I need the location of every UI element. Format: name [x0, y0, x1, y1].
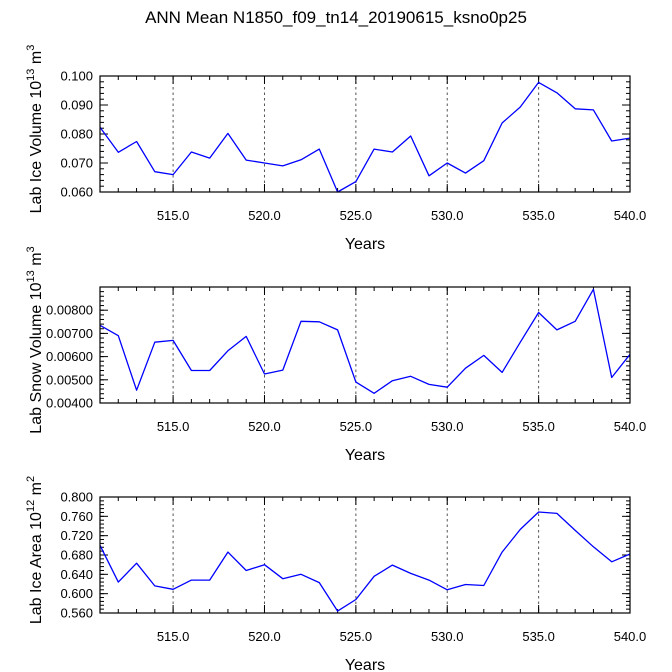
x-tick-label: 515.0 [157, 629, 190, 644]
x-axis-title: Years [345, 236, 385, 253]
y-tick-label: 0.00700 [46, 326, 93, 341]
x-tick-label: 520.0 [248, 208, 281, 223]
y-axis-title-text: Lab Ice Volume 10 [28, 81, 45, 214]
y-axis-title-superscript: 12 [25, 500, 37, 512]
x-tick-label: 540.0 [614, 419, 647, 434]
y-axis-title-superscript: 2 [25, 476, 37, 482]
y-tick-label: 0.080 [60, 127, 93, 142]
x-tick-label: 530.0 [431, 208, 464, 223]
y-tick-label: 0.090 [60, 98, 93, 113]
y-axis-title: Lab Ice Area 1012 m2 [25, 476, 45, 624]
y-tick-label: 0.760 [60, 509, 93, 524]
y-axis-title-superscript: 3 [25, 246, 37, 252]
y-tick-label: 0.00800 [46, 303, 93, 318]
y-axis-title-superscript: 13 [25, 69, 37, 81]
y-tick-label: 0.600 [60, 586, 93, 601]
y-tick-label: 0.00500 [46, 372, 93, 387]
y-tick-label: 0.00600 [46, 349, 93, 364]
chart-panel-2: 515.0 520.0 525.0 530.0 535.0 540.0 0.00400 0.0… [25, 246, 646, 464]
x-tick-label: 515.0 [157, 208, 190, 223]
y-axis-title: Lab Snow Volume 1013 m3 [25, 246, 45, 433]
y-axis-title-text: Lab Ice Area 10 [28, 512, 45, 624]
y-tick-label: 0.00400 [46, 396, 93, 411]
plot-frame [99, 75, 631, 193]
x-tick-label: 530.0 [431, 629, 464, 644]
y-axis-title-text: Lab Snow Volume 10 [28, 282, 45, 433]
y-tick-label: 0.560 [60, 606, 93, 621]
x-tick-label: 520.0 [248, 629, 281, 644]
y-tick-label: 0.640 [60, 567, 93, 582]
y-tick-label: 0.720 [60, 528, 93, 543]
y-tick-label: 0.800 [60, 490, 93, 505]
x-tick-label: 540.0 [614, 208, 647, 223]
figure-title: ANN Mean N1850_f09_tn14_20190615_ksno0p2… [145, 8, 527, 27]
plot-frame [99, 286, 631, 404]
y-tick-label: 0.100 [60, 69, 93, 84]
data-series-line [99, 81, 631, 193]
data-series-line [99, 511, 631, 612]
x-tick-label: 520.0 [248, 419, 281, 434]
y-axis-title-superscript: 13 [25, 270, 37, 282]
data-series-line [99, 288, 631, 394]
y-axis-title-text: m [28, 252, 45, 270]
x-tick-label: 540.0 [614, 629, 647, 644]
y-axis-title-text: m [28, 482, 45, 500]
y-tick-label: 0.070 [60, 156, 93, 171]
x-tick-label: 535.0 [522, 208, 555, 223]
x-tick-label: 535.0 [522, 629, 555, 644]
y-tick-label: 0.680 [60, 548, 93, 563]
y-axis-title: Lab Ice Volume 1013 m3 [25, 45, 45, 214]
plot-frame [99, 496, 631, 614]
chart-panel-1: 515.0 520.0 525.0 530.0 535.0 540.0 0.060 0.070… [25, 45, 646, 253]
x-axis-title: Years [345, 447, 385, 464]
x-tick-label: 525.0 [340, 629, 373, 644]
x-tick-label: 515.0 [157, 419, 190, 434]
y-axis-title-superscript: 3 [25, 45, 37, 51]
x-tick-label: 525.0 [340, 208, 373, 223]
y-axis-title-text: m [28, 51, 45, 69]
x-tick-label: 530.0 [431, 419, 464, 434]
chart-panel-3: 515.0 520.0 525.0 530.0 535.0 540.0 0.560 0.600… [25, 476, 646, 672]
x-axis-title: Years [345, 657, 385, 672]
x-tick-label: 535.0 [522, 419, 555, 434]
x-tick-label: 525.0 [340, 419, 373, 434]
y-tick-label: 0.060 [60, 185, 93, 200]
